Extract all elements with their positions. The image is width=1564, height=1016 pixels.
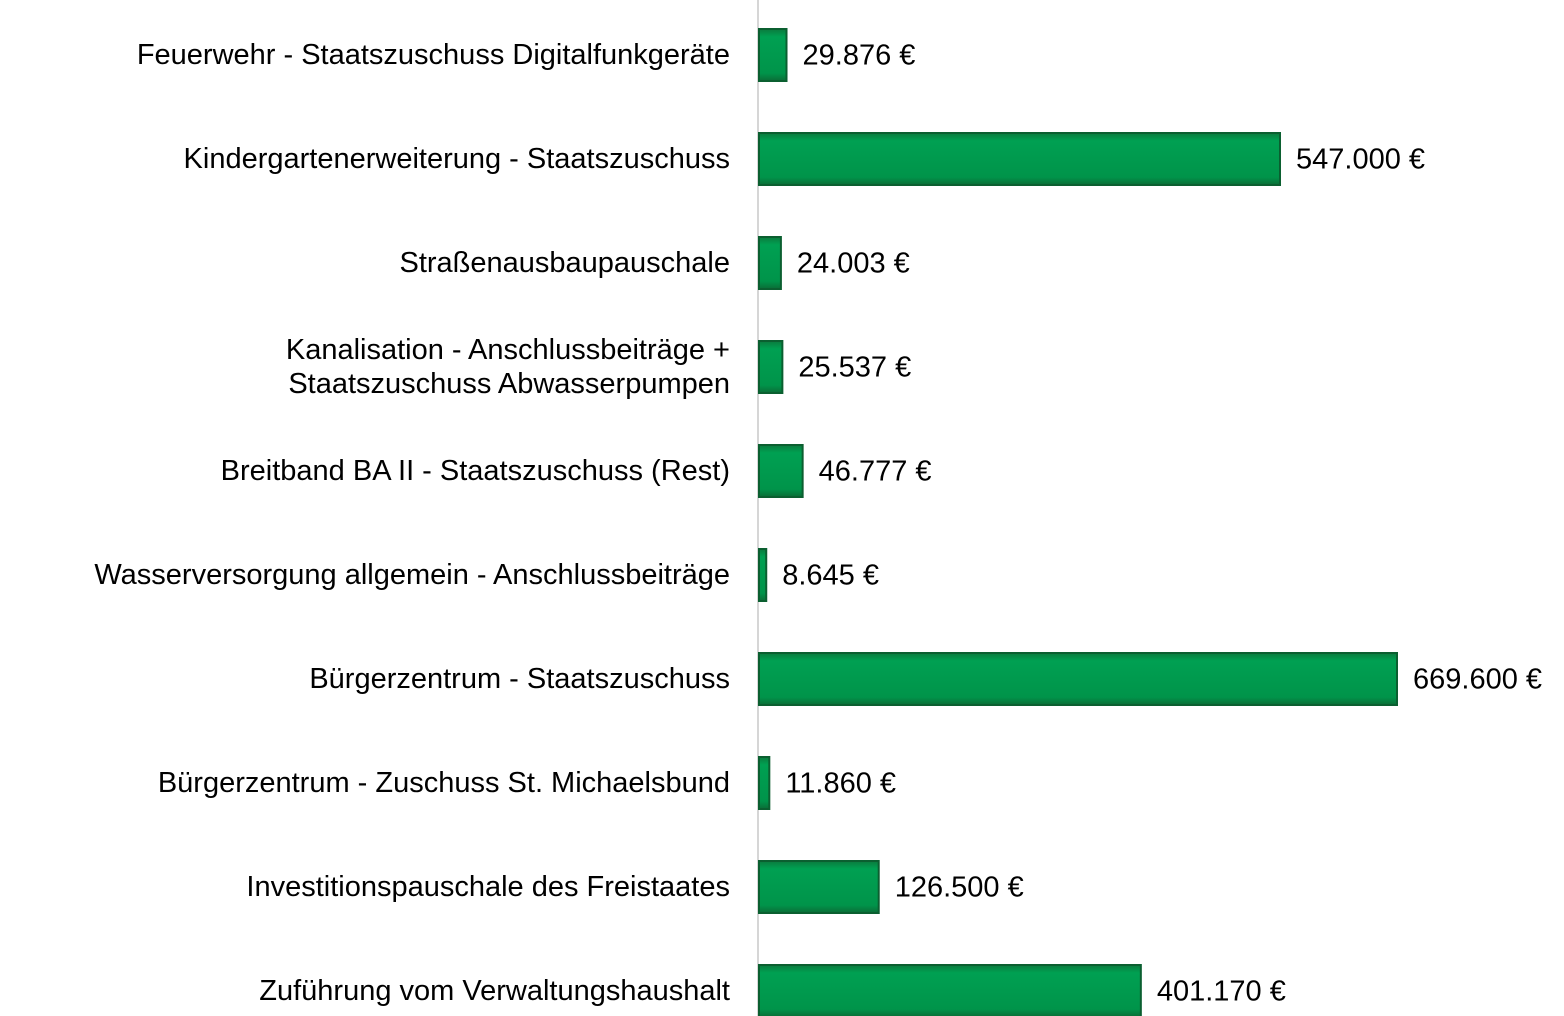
bar [758,548,768,602]
value-label: 669.600 € [1413,664,1542,696]
bar [758,964,1142,1016]
category-label: Kindergartenerweiterung - Staatszuschuss [183,143,730,175]
value-label: 25.537 € [798,352,911,384]
bar [758,756,771,810]
bar [758,340,784,394]
value-label: 11.860 € [785,768,896,800]
category-label: Bürgerzentrum - Zuschuss St. Michaelsbun… [157,767,730,799]
category-label: Wasserversorgung allgemein - Anschlussbe… [94,559,730,591]
bar [758,132,1282,186]
bar [758,444,804,498]
category-label: Kanalisation - Anschlussbeiträge + Staat… [285,334,730,400]
value-label: 401.170 € [1157,976,1286,1008]
value-label: 24.003 € [797,248,910,280]
bar [758,652,1398,706]
category-label: Straßenausbaupauschale [399,247,730,279]
category-label: Zuführung vom Verwaltungshaushalt [259,975,730,1007]
category-label: Bürgerzentrum - Staatszuschuss [309,663,730,695]
value-label: 126.500 € [895,872,1024,904]
value-label: 8.645 € [782,560,879,592]
bar [758,860,880,914]
bar [758,28,788,82]
category-label: Breitband BA II - Staatszuschuss (Rest) [220,455,730,487]
value-label: 547.000 € [1296,144,1425,176]
bar [758,236,782,290]
value-label: 46.777 € [819,456,932,488]
category-label: Investitionspauschale des Freistaates [246,871,730,903]
value-label: 29.876 € [803,40,916,72]
category-label: Feuerwehr - Staatszuschuss Digitalfunkge… [136,39,730,71]
